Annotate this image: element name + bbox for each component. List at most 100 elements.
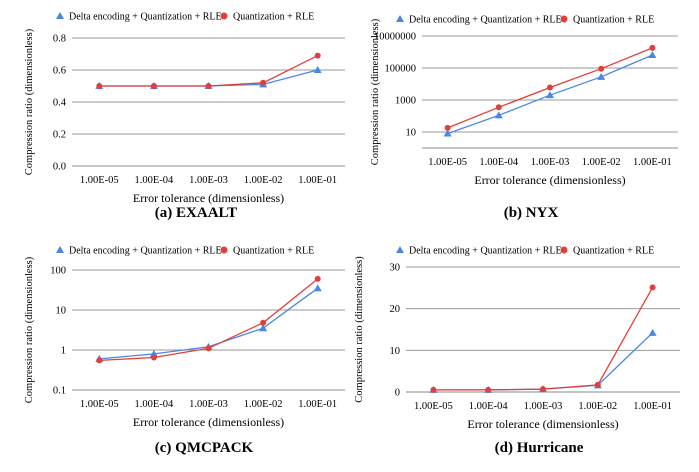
legend-marker-circle bbox=[560, 246, 568, 254]
data-point-circle bbox=[314, 52, 321, 59]
y-tick-label: 10000000 bbox=[374, 32, 416, 43]
legend-label: Quantization + RLE bbox=[573, 15, 654, 26]
x-tick-label: 1.00E-04 bbox=[135, 175, 175, 186]
x-axis-title: Error tolerance (dimensionless) bbox=[474, 173, 625, 187]
legend-label: Quantization + RLE bbox=[573, 246, 654, 257]
data-point-circle bbox=[598, 65, 605, 72]
legend-label: Quantization + RLE bbox=[233, 12, 314, 23]
series-line-quant-rle bbox=[433, 287, 654, 391]
legend-marker-circle bbox=[220, 246, 228, 254]
y-axis-title: Compression ratio (dimensionless) bbox=[24, 256, 35, 403]
data-point-circle bbox=[649, 44, 656, 51]
y-tick-label: 0.8 bbox=[53, 34, 66, 45]
data-point-circle bbox=[444, 124, 451, 131]
x-tick-label: 1.00E-02 bbox=[244, 399, 283, 410]
y-tick-label: 0 bbox=[395, 388, 400, 399]
x-tick-label: 1.00E-02 bbox=[244, 175, 283, 186]
x-tick-label: 1.00E-02 bbox=[582, 157, 621, 168]
y-axis-title: Compression ratio (dimensionless) bbox=[370, 18, 381, 165]
chart-exaalt: 0.0 0.2 0.4 0.6 0.8 1.00E-05 1.00E-04 1.00E-03 1… bbox=[24, 12, 345, 205]
x-tick-label: 1.00E-01 bbox=[633, 157, 672, 168]
x-tick-label: 1.00E-03 bbox=[531, 157, 570, 168]
series-line-delta-quant-rle bbox=[433, 332, 654, 391]
legend-marker-circle bbox=[560, 15, 568, 23]
x-tick-label: 1.00E-05 bbox=[80, 399, 119, 410]
y-tick-label: 100000 bbox=[385, 64, 417, 75]
caption-qmcpack: (c) QMCPACK bbox=[154, 440, 254, 456]
legend-label: Quantization + RLE bbox=[233, 246, 314, 257]
y-tick-label: 30 bbox=[390, 263, 401, 274]
caption-exaalt: (a) EXAALT bbox=[154, 205, 238, 221]
data-point-triangle bbox=[597, 72, 606, 80]
y-tick-label: 20 bbox=[390, 304, 401, 315]
data-point-circle bbox=[485, 386, 492, 393]
chart-qmcpack: 0.1 1 10 100 1.00E-05 1.00E-04 1.00E-03 1.00E-0… bbox=[24, 246, 345, 429]
x-tick-label: 1.00E-03 bbox=[189, 399, 228, 410]
data-point-triangle bbox=[313, 284, 322, 292]
data-point-circle bbox=[649, 284, 656, 291]
data-point-circle bbox=[260, 319, 267, 326]
data-point-triangle bbox=[259, 324, 268, 332]
y-tick-label: 0.1 bbox=[53, 386, 66, 397]
data-point-circle bbox=[594, 381, 601, 388]
chart-nyx: 10 1000 100000 10000000 1.00E-05 1.00E-04 1.00… bbox=[370, 15, 678, 187]
data-point-circle bbox=[205, 83, 212, 89]
legend-marker-circle bbox=[220, 12, 228, 20]
x-tick-label: 1.00E-01 bbox=[298, 399, 337, 410]
legend-label: Delta encoding + Quantization + RLE bbox=[409, 15, 562, 26]
data-point-circle bbox=[540, 386, 546, 393]
data-point-triangle bbox=[494, 111, 503, 119]
y-tick-label: 0.2 bbox=[53, 130, 66, 141]
data-point-circle bbox=[547, 84, 553, 91]
x-tick-label: 1.00E-01 bbox=[633, 401, 672, 412]
legend-marker-triangle bbox=[56, 12, 64, 19]
x-axis-title: Error tolerance (dimensionless) bbox=[133, 191, 284, 205]
y-tick-label: 0.4 bbox=[53, 98, 67, 109]
y-tick-label: 10 bbox=[390, 346, 401, 357]
data-point-circle bbox=[96, 83, 103, 89]
data-point-circle bbox=[430, 386, 437, 393]
caption-nyx: (b) NYX bbox=[503, 205, 559, 221]
data-point-triangle bbox=[313, 66, 322, 73]
data-point-triangle bbox=[648, 50, 657, 58]
y-tick-label: 0.6 bbox=[53, 66, 66, 77]
data-point-circle bbox=[150, 83, 157, 89]
data-point-circle bbox=[150, 354, 157, 361]
x-tick-label: 1.00E-04 bbox=[479, 157, 519, 168]
data-point-circle bbox=[96, 357, 103, 364]
y-tick-label: 10 bbox=[406, 128, 417, 139]
chart-hurricane: 0 10 20 30 1.00E-05 1.00E-04 1.00E-03 1.00E-02 1… bbox=[354, 246, 680, 431]
x-tick-label: 1.00E-03 bbox=[524, 401, 563, 412]
data-point-triangle bbox=[443, 129, 452, 137]
y-tick-label: 0.0 bbox=[53, 162, 66, 173]
series-line-quant-rle bbox=[99, 55, 318, 87]
y-tick-label: 100 bbox=[50, 266, 66, 277]
y-tick-label: 10 bbox=[56, 306, 67, 317]
x-tick-label: 1.00E-05 bbox=[428, 157, 467, 168]
legend-label: Delta encoding + Quantization + RLE bbox=[69, 12, 222, 23]
y-tick-label: 1 bbox=[61, 346, 66, 357]
legend-label: Delta encoding + Quantization + RLE bbox=[69, 246, 222, 257]
data-point-circle bbox=[495, 104, 502, 111]
data-point-triangle bbox=[648, 328, 657, 336]
data-point-triangle bbox=[149, 349, 158, 357]
x-tick-label: 1.00E-03 bbox=[189, 175, 228, 186]
x-tick-label: 1.00E-04 bbox=[469, 401, 509, 412]
legend-marker-triangle bbox=[56, 246, 64, 253]
x-axis-title: Error tolerance (dimensionless) bbox=[133, 415, 284, 429]
x-tick-label: 1.00E-01 bbox=[298, 175, 337, 186]
x-tick-label: 1.00E-05 bbox=[414, 401, 453, 412]
x-tick-label: 1.00E-05 bbox=[80, 175, 119, 186]
legend-marker-triangle bbox=[396, 15, 404, 22]
y-axis-title: Compression ratio (dimensionless) bbox=[24, 28, 35, 175]
x-tick-label: 1.00E-04 bbox=[135, 399, 175, 410]
legend-label: Delta encoding + Quantization + RLE bbox=[409, 246, 562, 257]
data-point-circle bbox=[314, 275, 321, 282]
x-tick-label: 1.00E-02 bbox=[578, 401, 617, 412]
data-point-circle bbox=[260, 79, 267, 86]
x-axis-title: Error tolerance (dimensionless) bbox=[467, 417, 618, 431]
y-tick-label: 1000 bbox=[395, 96, 416, 107]
legend-marker-triangle bbox=[396, 246, 404, 253]
